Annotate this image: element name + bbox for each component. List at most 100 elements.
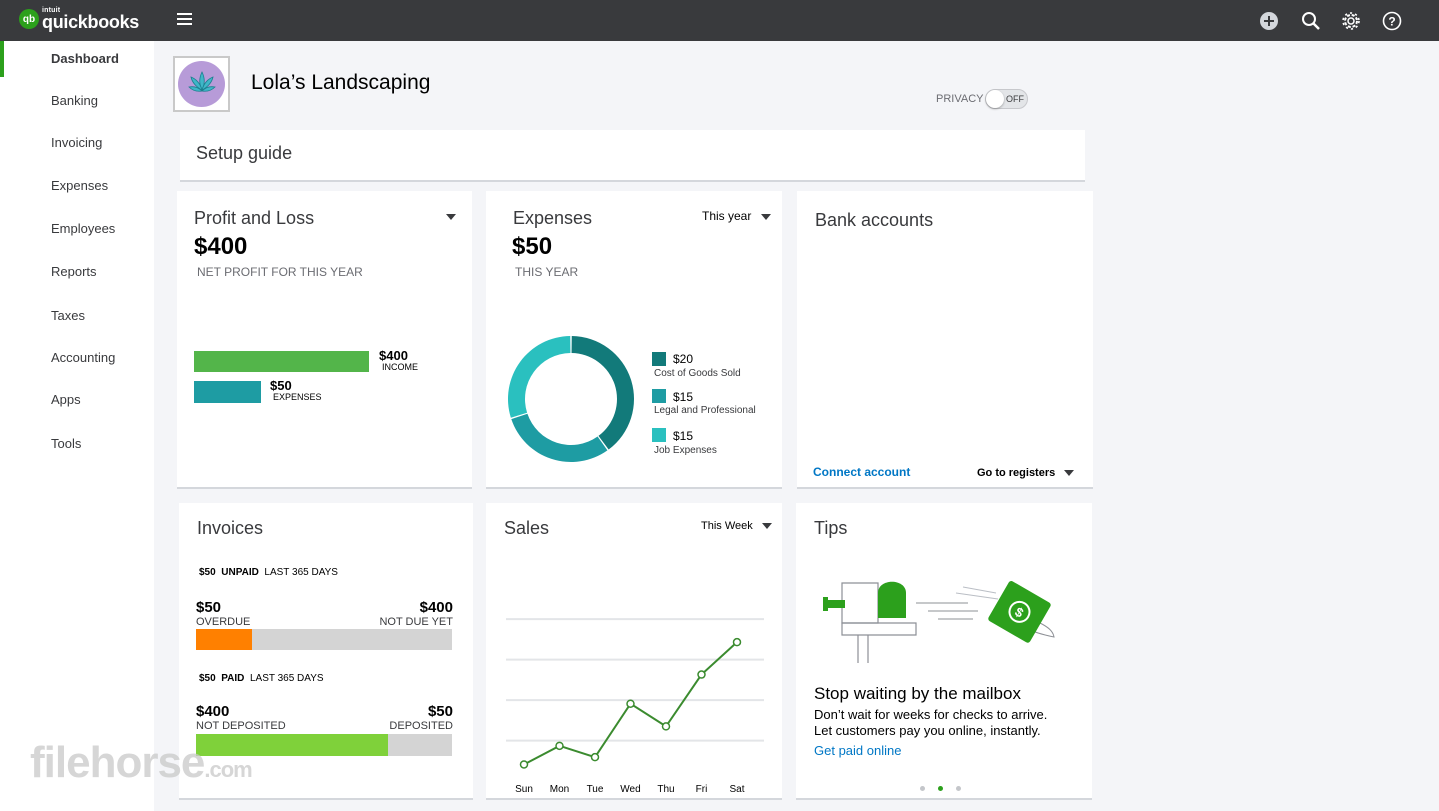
legend-swatch (652, 389, 666, 403)
sales-period-select[interactable]: This Week (701, 520, 772, 532)
expenses-bar[interactable] (194, 381, 261, 403)
expenses-caption: THIS YEAR (515, 265, 579, 279)
expenses-donut-chart[interactable] (506, 334, 636, 464)
go-to-registers-select[interactable]: Go to registers (977, 467, 1075, 479)
paid-bar-track[interactable] (196, 734, 452, 756)
donut-slice-cost-of-goods-sold[interactable] (571, 336, 634, 450)
legend-swatch (652, 352, 666, 366)
not-due-label: NOT DUE YET (379, 616, 453, 628)
carousel-dot-active[interactable] (938, 786, 943, 791)
sidebar-item-label: Dashboard (51, 51, 119, 66)
sidebar-item-label: Apps (51, 392, 81, 407)
unpaid-bar-track[interactable] (196, 629, 452, 650)
x-tick-label: Mon (550, 784, 569, 795)
sales-point-sun[interactable] (519, 760, 529, 769)
carousel-dot[interactable] (956, 786, 961, 791)
privacy-toggle[interactable]: OFF (985, 89, 1028, 109)
expenses-card: Expenses This year $50 THIS YEAR $20 Cos… (486, 191, 782, 489)
chevron-down-icon[interactable] (446, 214, 456, 220)
carousel-dot[interactable] (920, 786, 925, 791)
tips-card: Tips $ Stop waiting by the mailbox Don’t… (796, 503, 1092, 800)
overdue-label: OVERDUE (196, 616, 251, 628)
sidebar-item-apps[interactable]: Apps (0, 382, 154, 418)
sales-point-fri[interactable] (697, 670, 706, 679)
sidebar-item-label: Accounting (51, 350, 116, 365)
sidebar-item-accounting[interactable]: Accounting (0, 340, 154, 376)
net-profit-amount: $400 (194, 233, 248, 260)
menu-icon[interactable] (177, 13, 192, 25)
toggle-state: OFF (1006, 94, 1024, 104)
overdue-bar[interactable] (196, 629, 253, 650)
toggle-knob (986, 90, 1004, 108)
expenses-value: $50 (270, 378, 292, 393)
sales-card: Sales This Week Sun Mon Tue Wed Thu Fri Sat (486, 503, 782, 800)
sidebar-item-label: Reports (51, 264, 97, 279)
x-tick-label: Tue (587, 784, 604, 795)
qb-logo-icon: qb (19, 9, 39, 29)
sales-point-mon[interactable] (555, 741, 564, 751)
profit-loss-title: Profit and Loss (194, 208, 315, 228)
quickbooks-logo[interactable]: qb intuit quickbooks (19, 7, 139, 31)
x-tick-label: Sun (515, 784, 533, 795)
sales-point-wed[interactable] (626, 699, 635, 708)
sidebar-item-taxes[interactable]: Taxes (0, 298, 154, 334)
sidebar-item-invoicing[interactable]: Invoicing (0, 125, 154, 161)
connect-account-link[interactable]: Connect account (813, 465, 911, 479)
expenses-amount: $50 (512, 233, 553, 260)
x-tick-label: Wed (620, 784, 640, 795)
top-bar: qb intuit quickbooks ? (0, 0, 1439, 41)
invoices-card: Invoices $50 UNPAID LAST 365 DAYS $50 OV… (179, 503, 473, 800)
expenses-period-select[interactable]: This year (702, 209, 771, 223)
legend-label: Job Expenses (654, 445, 717, 456)
sidebar: Dashboard Banking Invoicing Expenses Emp… (0, 41, 154, 811)
expenses-title: Expenses (513, 208, 593, 228)
expenses-label: EXPENSES (273, 392, 322, 402)
paid-label: PAID (221, 673, 245, 684)
legend-value: $20 (673, 352, 694, 366)
mailbox-illustration: $ (823, 581, 1055, 663)
unpaid-period: LAST 365 DAYS (264, 567, 338, 578)
sales-point-thu[interactable] (661, 722, 671, 731)
x-tick-label: Sat (729, 784, 744, 795)
invoices-title: Invoices (197, 518, 264, 538)
sales-line-chart[interactable]: Sun Mon Tue Wed Thu Fri Sat (486, 583, 782, 797)
help-icon[interactable]: ? (1382, 11, 1402, 31)
sidebar-item-dashboard[interactable]: Dashboard (0, 41, 154, 77)
sales-point-sat[interactable] (732, 637, 742, 647)
tips-title: Tips (814, 518, 848, 538)
net-profit-caption: NET PROFIT FOR THIS YEAR (197, 265, 363, 279)
search-icon[interactable] (1301, 11, 1321, 31)
sidebar-item-reports[interactable]: Reports (0, 254, 154, 290)
plus-icon[interactable] (1259, 11, 1279, 31)
tip-body-1: Don’t wait for weeks for checks to arriv… (814, 707, 1048, 722)
gear-icon[interactable] (1341, 11, 1361, 31)
sales-title: Sales (504, 518, 550, 538)
sales-point-tue[interactable] (590, 752, 600, 762)
sidebar-item-label: Taxes (51, 308, 85, 323)
watermark-text: filehorse (30, 738, 205, 787)
sidebar-item-banking[interactable]: Banking (0, 83, 154, 119)
get-paid-online-link[interactable]: Get paid online (814, 743, 902, 758)
lotus-icon (187, 71, 216, 92)
sidebar-item-label: Invoicing (51, 135, 103, 150)
sidebar-item-employees[interactable]: Employees (0, 211, 154, 247)
sidebar-item-tools[interactable]: Tools (0, 426, 154, 462)
legend-value: $15 (673, 429, 694, 443)
not-deposited-bar[interactable] (196, 734, 388, 756)
setup-guide-title: Setup guide (196, 143, 293, 163)
watermark-suffix: .com (204, 757, 252, 782)
setup-guide-card[interactable]: Setup guide (180, 130, 1085, 182)
not-deposited-value: $400 (196, 703, 230, 720)
donut-slice-job-expenses[interactable] (508, 336, 571, 418)
chevron-down-icon (760, 213, 771, 220)
company-name: Lola’s Landscaping (251, 71, 431, 94)
sidebar-item-expenses[interactable]: Expenses (0, 168, 154, 204)
legend-label: Cost of Goods Sold (654, 368, 741, 379)
paid-amount: $50 (199, 673, 216, 684)
donut-slice-legal-and-professional[interactable] (511, 413, 608, 462)
paid-period: LAST 365 DAYS (249, 673, 324, 684)
company-logo[interactable] (173, 56, 230, 112)
x-tick-label: Fri (696, 784, 708, 795)
income-bar[interactable] (194, 351, 369, 372)
unpaid-label: UNPAID (221, 567, 259, 578)
